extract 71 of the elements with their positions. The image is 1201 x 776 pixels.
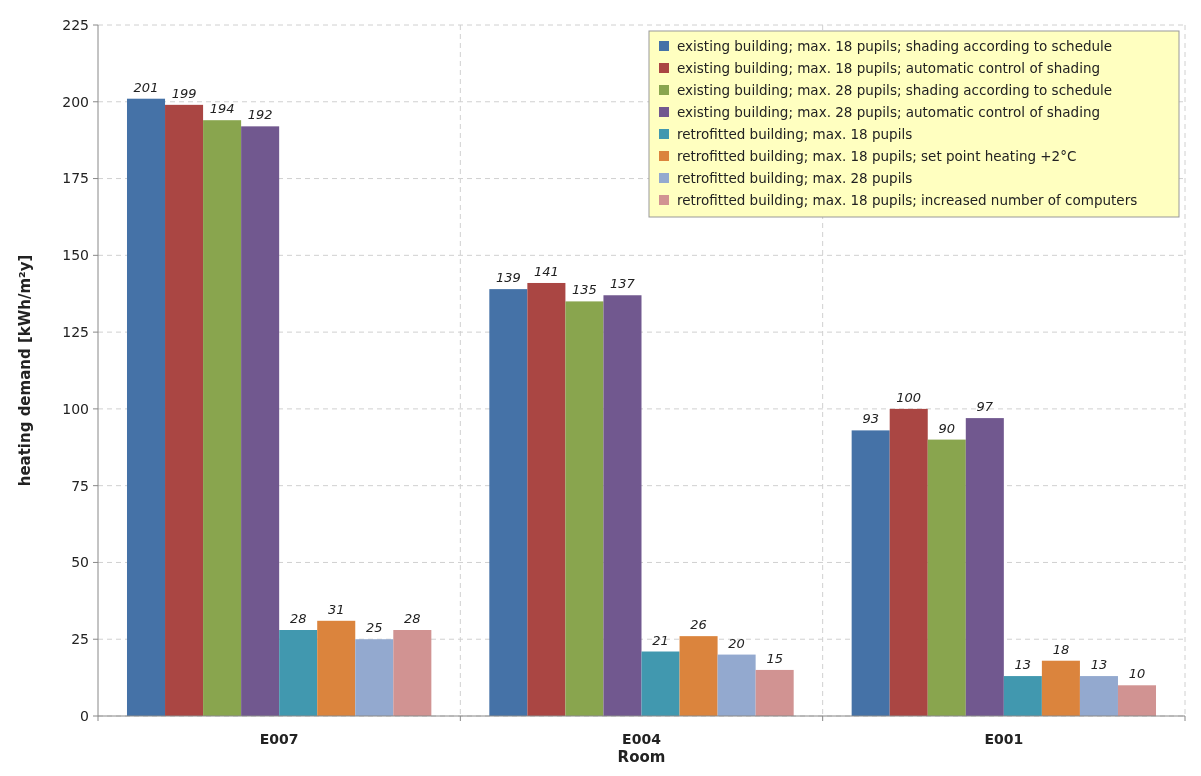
legend-label: retrofitted building; max. 18 pupils; increased number of computers <box>677 191 1138 208</box>
data-label: 93 <box>862 411 879 427</box>
data-label: 90 <box>938 420 956 436</box>
bar <box>355 639 394 716</box>
data-label: 18 <box>1052 641 1070 657</box>
data-label: 25 <box>366 620 383 636</box>
bar <box>565 301 604 716</box>
data-label: 28 <box>404 611 421 627</box>
data-label: 201 <box>133 79 159 95</box>
bar <box>241 126 280 716</box>
y-tick-label: 100 <box>62 400 89 417</box>
legend-label: existing building; max. 18 pupils; shading according to schedule <box>677 37 1113 54</box>
bar <box>641 651 680 716</box>
x-tick-label: E001 <box>984 731 1024 747</box>
y-tick-label: 50 <box>71 554 89 571</box>
data-label: 26 <box>690 617 707 633</box>
data-label: 139 <box>495 270 521 286</box>
bar <box>489 289 528 716</box>
bar <box>279 630 318 716</box>
bar <box>889 408 928 716</box>
bar <box>755 669 794 716</box>
bar <box>203 120 242 716</box>
y-tick-label: 25 <box>71 631 89 648</box>
bar <box>679 636 718 716</box>
legend-label: retrofitted building; max. 18 pupils; set point heating +2°C <box>677 147 1077 164</box>
data-label: 10 <box>1128 666 1146 682</box>
y-tick-label: 225 <box>62 16 89 33</box>
data-label: 31 <box>327 601 345 617</box>
data-label: 192 <box>247 107 273 123</box>
y-tick-label: 200 <box>62 93 89 110</box>
bar <box>927 439 966 716</box>
data-label: 28 <box>289 611 307 627</box>
data-label: 137 <box>610 276 636 292</box>
bar <box>851 430 890 716</box>
bar <box>165 104 204 716</box>
bar <box>317 620 356 716</box>
x-tick-label: E007 <box>259 731 299 747</box>
legend-label: existing building; max. 18 pupils; automatic control of shading <box>677 59 1101 76</box>
bar <box>1117 685 1157 716</box>
data-label: 141 <box>533 263 559 279</box>
y-axis-title: heating demand [kWh/m²y] <box>16 254 34 487</box>
bar <box>1079 676 1118 716</box>
x-tick-label: E004 <box>622 731 662 747</box>
y-tick-label: 175 <box>62 170 89 187</box>
data-label: 15 <box>766 650 783 666</box>
bar <box>1003 676 1042 716</box>
bar <box>965 418 1004 716</box>
data-label: 21 <box>652 632 669 648</box>
x-axis-title: Room <box>617 748 666 766</box>
bar <box>527 282 566 716</box>
data-label: 199 <box>171 85 197 101</box>
data-label: 97 <box>976 399 994 415</box>
legend-label: existing building; max. 28 pupils; automatic control of shading <box>677 103 1101 120</box>
data-label: 194 <box>209 101 235 117</box>
data-label: 13 <box>1090 657 1108 673</box>
legend-label: retrofitted building; max. 28 pupils <box>677 169 913 186</box>
data-label: 13 <box>1014 657 1032 673</box>
bar <box>393 630 432 716</box>
y-tick-label: 0 <box>80 707 89 724</box>
bar <box>603 295 642 716</box>
data-label: 20 <box>728 635 745 651</box>
legend-label: existing building; max. 28 pupils; shading according to schedule <box>677 81 1113 98</box>
y-tick-label: 75 <box>71 477 89 494</box>
data-label: 135 <box>572 282 597 298</box>
y-tick-label: 150 <box>62 247 89 264</box>
bar <box>126 98 166 716</box>
y-tick-label: 125 <box>62 324 89 341</box>
bar <box>1041 660 1080 716</box>
legend-label: retrofitted building; max. 18 pupils <box>677 125 913 142</box>
bar <box>717 654 756 716</box>
data-label: 100 <box>896 389 922 405</box>
